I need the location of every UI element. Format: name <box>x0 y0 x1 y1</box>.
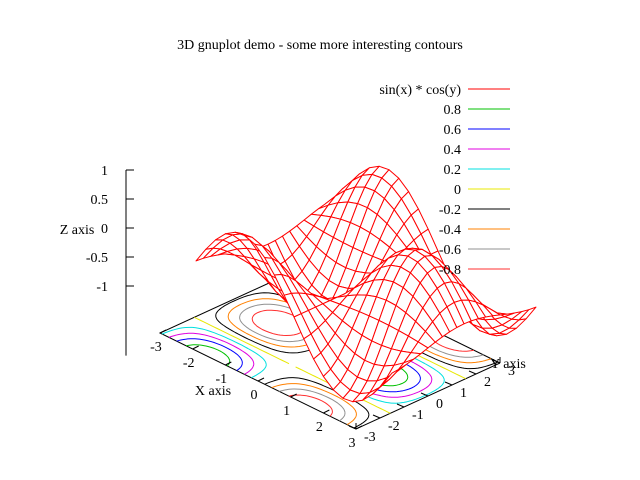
legend-level--0.2: -0.2 <box>439 203 461 218</box>
x-axis-label: X axis <box>195 384 231 399</box>
x-tick <box>257 377 265 382</box>
x-tick <box>159 329 167 334</box>
x-tick <box>225 361 232 366</box>
legend-level-0.4: 0.4 <box>444 143 462 158</box>
x-tick <box>290 393 297 398</box>
legend-level-0.2: 0.2 <box>444 163 462 178</box>
y-tick-label: -1 <box>412 408 424 423</box>
legend: sin(x) * cos(y) 0.8 0.6 0.4 0.2 0 -0.2 -0.4 -0.6… <box>379 83 510 278</box>
legend-surface-label: sin(x) * cos(y) <box>379 83 461 98</box>
y-tick <box>396 403 405 408</box>
x-tick-label: 0 <box>251 388 258 403</box>
surface-cell <box>381 368 400 386</box>
x-tick-label: -1 <box>215 372 227 387</box>
x-tick-label: 1 <box>283 404 290 419</box>
z-tick-label: -1 <box>96 280 108 295</box>
y-tick <box>372 414 381 419</box>
z-axis-label: Z axis <box>60 223 95 238</box>
x-tick <box>355 425 363 430</box>
y-tick <box>492 359 501 364</box>
x-tick <box>192 345 199 350</box>
x-tick <box>323 409 330 414</box>
y-tick <box>420 392 429 397</box>
legend-level--0.8: -0.8 <box>439 263 461 278</box>
z-tick-label: -0.5 <box>86 251 108 266</box>
x-tick-label: 2 <box>316 420 323 435</box>
z-tick-label: 0.5 <box>91 193 109 208</box>
legend-level-0.8: 0.8 <box>444 103 462 118</box>
y-tick <box>468 370 477 375</box>
legend-level-0: 0 <box>454 183 461 198</box>
y-tick-label: 2 <box>484 375 491 390</box>
z-tick-label: 1 <box>101 164 108 179</box>
legend-level--0.6: -0.6 <box>439 243 461 258</box>
surface-mesh <box>195 165 537 403</box>
y-tick-label: 0 <box>436 397 443 412</box>
axes: 1 0.5 0 -0.5 -1 -3 -2 -1 0 1 2 3 -3 -2 -1 0 1 2 3 <box>86 164 515 451</box>
y-axis-label: Y axis <box>490 357 526 372</box>
y-tick-label: 3 <box>508 364 515 379</box>
x-tick-label: -3 <box>150 340 162 355</box>
x-tick-label: -2 <box>183 356 195 371</box>
chart-title: 3D gnuplot demo - some more interesting … <box>177 38 463 53</box>
y-tick <box>348 425 357 430</box>
x-tick-label: 3 <box>349 436 356 451</box>
legend-level--0.4: -0.4 <box>439 223 461 238</box>
z-tick-label: 0 <box>101 222 108 237</box>
legend-level-0.6: 0.6 <box>444 123 462 138</box>
y-tick-label: -2 <box>388 419 400 434</box>
y-tick-label: -3 <box>364 430 376 445</box>
y-tick-label: 1 <box>460 386 467 401</box>
y-tick <box>444 381 453 386</box>
